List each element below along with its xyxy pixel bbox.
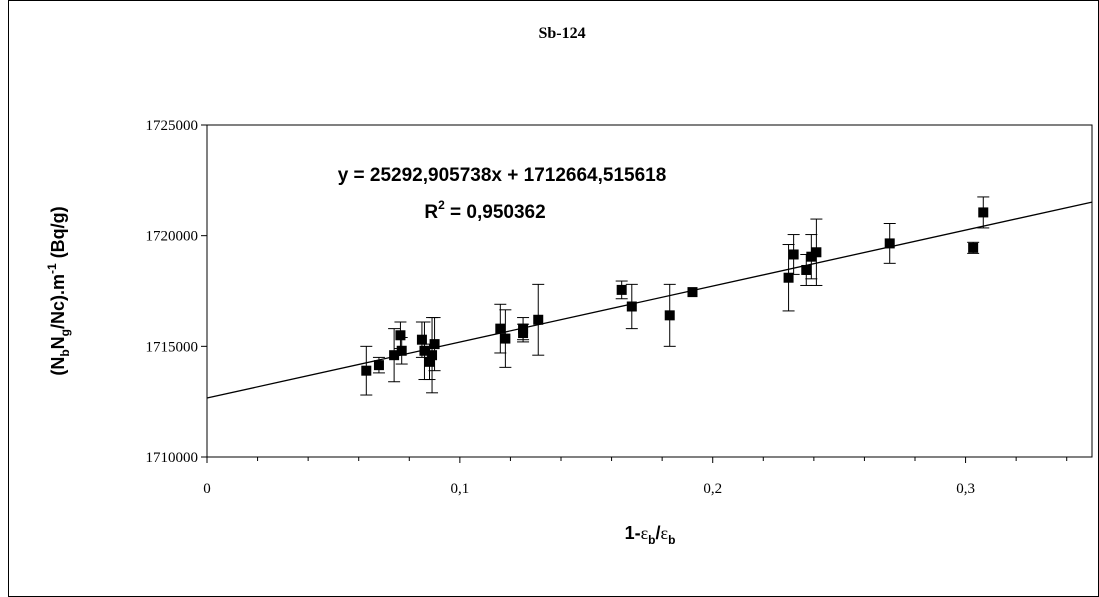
data-point [687,287,698,298]
x-axis-label: 1-εb/εb [625,523,676,547]
data-point [811,247,822,258]
x-tick-label: 0 [203,481,211,497]
data-point [500,333,511,344]
y-axis: 1710000 1715000 1720000 1725000 [146,118,207,466]
r2-value: = 0,950362 [445,202,546,223]
y-tick-label: 1720000 [146,229,199,245]
x-tick-label: 0,3 [956,481,975,497]
data-point [533,314,544,325]
data-points [361,207,989,376]
y-tick-label: 1725000 [146,118,199,134]
x-tick-label: 0,1 [450,481,469,497]
data-point [801,264,812,275]
data-point [626,301,637,312]
trendline-equation: y = 25292,905738x + 1712664,515618 [338,165,667,186]
y-tick-label: 1710000 [146,450,199,466]
y-tick-label: 1715000 [146,339,199,355]
trendline [206,201,1093,399]
data-point [664,310,675,321]
error-bars [360,196,990,396]
data-point [968,242,979,253]
data-point [427,350,438,361]
data-point [424,356,435,367]
data-point [783,272,794,283]
data-point [788,249,799,260]
data-point [518,328,529,339]
data-point [396,345,407,356]
data-point [806,251,817,262]
r2-superscript: 2 [438,198,445,212]
data-point [495,323,506,334]
r2-letter: R [424,202,438,223]
trendline-path [206,201,1093,399]
r-squared-label: R2 = 0,950362 [424,198,545,223]
data-point [429,339,440,350]
x-tick-label: 0,2 [703,481,722,497]
data-point [419,345,430,356]
y-axis-label: (NbNg/Nc).m-1 (Bq/g) [45,206,72,375]
chart-title: Sb-124 [538,25,585,42]
plot-area [206,124,1093,458]
data-point [978,207,989,218]
data-point [389,350,400,361]
data-point [373,360,384,371]
data-point [395,330,406,341]
x-axis: 0 0,1 0,2 0,3 [203,457,1068,497]
data-point [361,365,372,376]
data-point [884,238,895,249]
data-point [416,334,427,345]
data-point [616,284,627,295]
